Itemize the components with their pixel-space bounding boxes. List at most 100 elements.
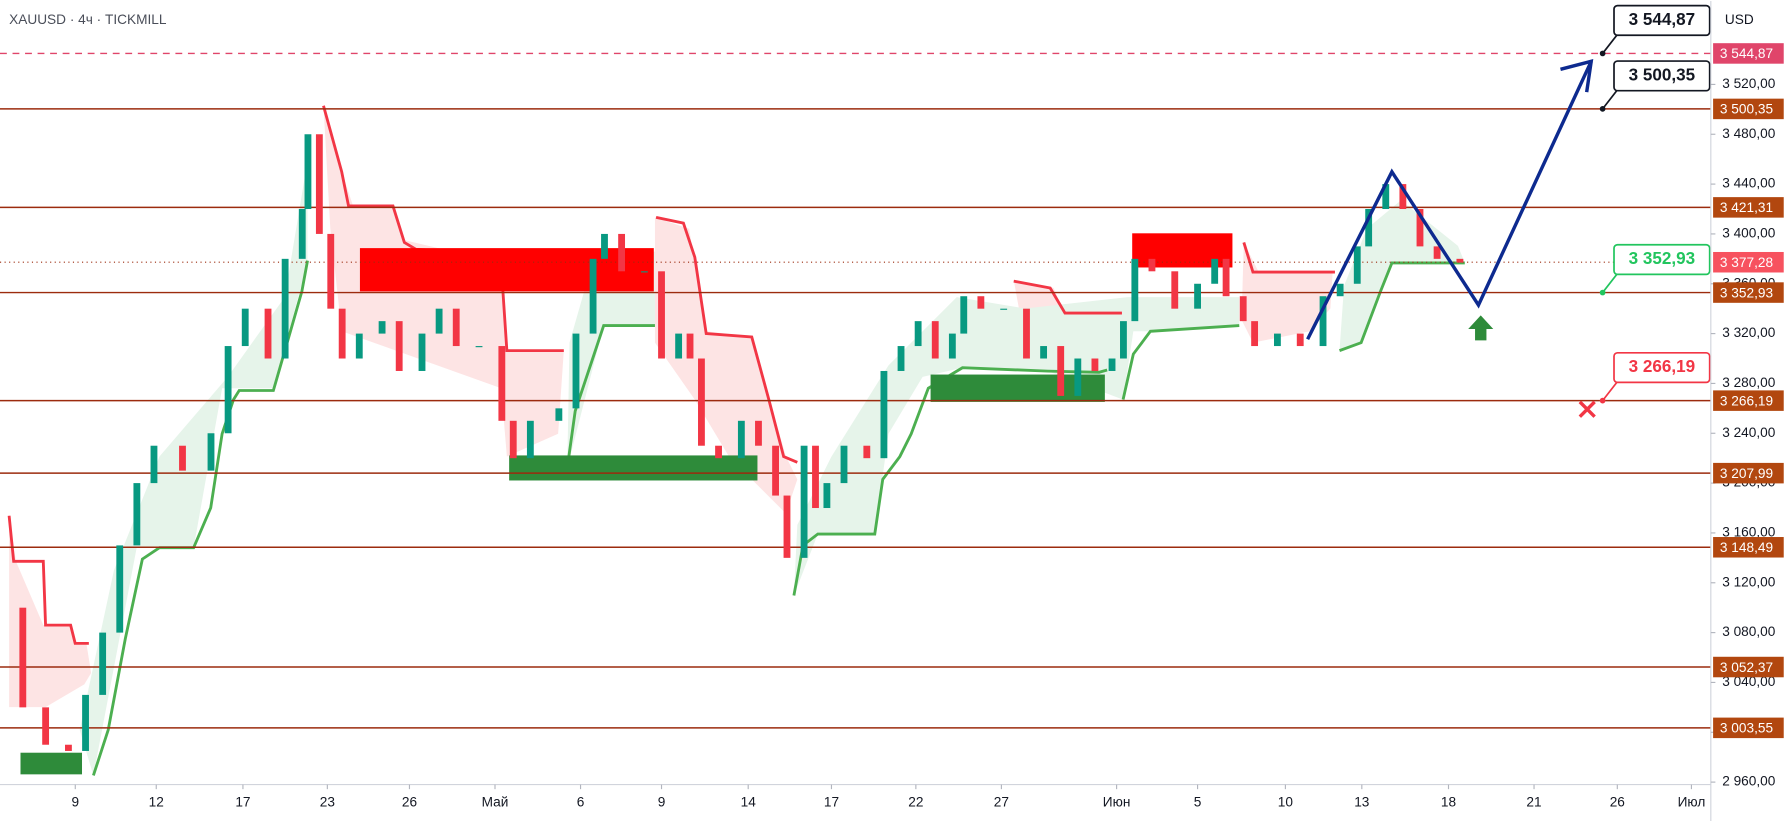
y-tick-label: 3 440,00	[1722, 176, 1776, 191]
candle	[1108, 358, 1116, 371]
x-tick-label: 9	[71, 794, 79, 809]
trend-fill	[793, 297, 1240, 596]
candle	[1074, 358, 1082, 396]
candle	[241, 308, 249, 347]
candle	[1416, 209, 1424, 247]
candle	[42, 707, 50, 745]
candle	[498, 346, 506, 421]
level-label: 3 266,19	[1720, 393, 1773, 408]
candle	[304, 134, 312, 210]
candle	[555, 408, 563, 421]
supertrend-down	[1013, 279, 1122, 315]
level-label: 3 352,93	[1720, 285, 1773, 300]
candle	[1365, 209, 1373, 247]
level-label: 3 544,87	[1720, 46, 1773, 61]
level-label-bg	[1713, 98, 1784, 120]
candle	[977, 296, 985, 309]
candle	[264, 308, 272, 359]
candle	[715, 445, 722, 459]
candle	[675, 333, 683, 359]
level-label-bg	[1713, 282, 1784, 303]
x-tick-label: 10	[1278, 794, 1294, 809]
trend-fill	[9, 515, 92, 708]
candle	[65, 744, 72, 751]
candle	[880, 370, 888, 459]
callout-label: 3 500,35	[1629, 65, 1696, 84]
x-tick-label: 27	[994, 794, 1009, 809]
candle	[1057, 346, 1065, 396]
x-tick-label: 22	[908, 794, 923, 809]
candle	[1273, 333, 1281, 347]
candle	[1091, 358, 1099, 371]
candle	[1194, 283, 1201, 309]
supertrend-up	[1121, 324, 1240, 400]
level-label: 3 500,35	[1720, 102, 1774, 117]
x-tick-label: 26	[402, 794, 417, 809]
candle	[618, 233, 626, 272]
candle	[800, 445, 808, 558]
x-tick-label: 17	[824, 794, 839, 809]
candle	[823, 483, 831, 509]
candle	[840, 445, 848, 484]
y-tick-label: 3 280,00	[1722, 375, 1776, 390]
level-label: 3 052,37	[1720, 660, 1773, 675]
forecast	[1306, 59, 1596, 418]
x-tick-label: 26	[1610, 794, 1625, 809]
candle	[315, 134, 323, 234]
candle	[395, 321, 403, 371]
supertrend-up	[1339, 261, 1465, 352]
candle	[755, 420, 762, 446]
x-tick-label: Май	[482, 794, 509, 809]
candle	[116, 545, 124, 633]
candle	[1000, 308, 1008, 310]
forecast-arrowhead	[1560, 59, 1594, 93]
trend-fill	[567, 251, 655, 468]
supply-zone	[359, 248, 654, 292]
candle	[224, 346, 232, 434]
candle	[1222, 258, 1230, 297]
candle	[1353, 246, 1361, 284]
candle	[1336, 283, 1344, 297]
candle	[1131, 258, 1139, 322]
callout-label: 3 266,19	[1629, 357, 1695, 376]
candle	[378, 321, 386, 334]
level-label-bg	[1713, 656, 1784, 678]
level-label: 3 377,28	[1720, 255, 1773, 270]
candle	[686, 333, 694, 359]
x-tick-label: 6	[577, 794, 585, 809]
callout-anchor	[1599, 289, 1606, 296]
x-tick-label: 17	[235, 794, 250, 809]
y-tick-label: 3 240,00	[1722, 425, 1776, 440]
candle	[338, 308, 346, 359]
candle	[418, 333, 426, 371]
candle	[19, 607, 27, 708]
candle	[1456, 258, 1464, 263]
callout-label: 3 544,87	[1629, 10, 1695, 29]
candle	[355, 333, 363, 359]
callout-box	[1613, 4, 1711, 37]
y-tick-label: 2 960,00	[1722, 774, 1776, 789]
y-tick-label: 3 080,00	[1722, 624, 1776, 639]
level-label-bg	[1713, 717, 1784, 739]
x-tick-label: 12	[149, 794, 164, 809]
demand-zone	[509, 455, 758, 481]
callout-box	[1613, 351, 1711, 384]
candle	[812, 445, 819, 509]
x-tick-label: 14	[741, 794, 757, 809]
y-tick-label: 3 040,00	[1722, 674, 1776, 689]
candle	[435, 308, 443, 334]
candle	[1148, 258, 1156, 272]
candle	[863, 445, 871, 459]
y-tick-label: 3 160,00	[1722, 525, 1776, 540]
candle	[1382, 184, 1390, 210]
candle	[1171, 271, 1179, 309]
stop-mark	[1578, 400, 1596, 418]
y-tick-label: 3 120,00	[1722, 574, 1776, 589]
candle	[1433, 246, 1441, 259]
candle	[475, 346, 483, 348]
plot: 3 544,87 3 500,35 3 352,93 3 266,19	[0, 4, 1711, 751]
candle	[601, 233, 608, 259]
x-tick-label: 18	[1441, 794, 1456, 809]
